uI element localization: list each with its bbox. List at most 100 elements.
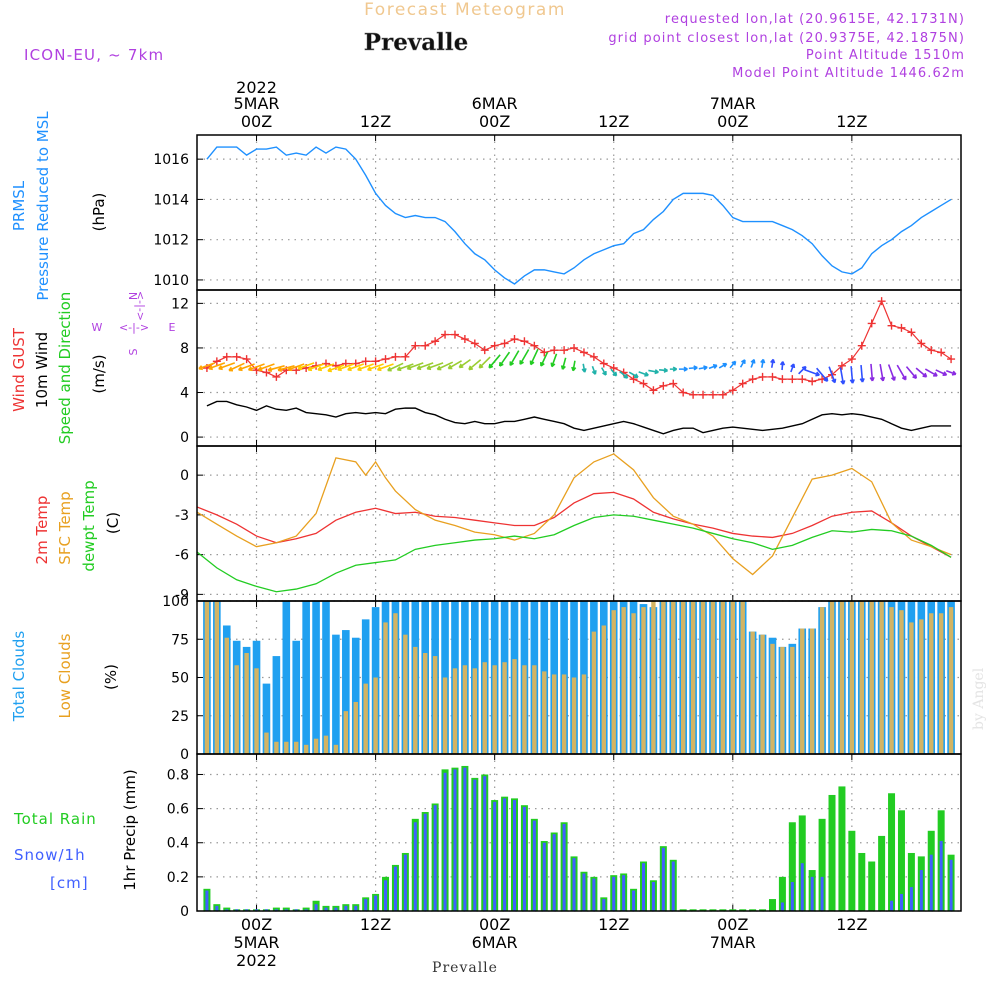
low-cloud-bar — [730, 601, 735, 754]
gust-label: Wind GUST — [10, 327, 28, 412]
low-cloud-bar — [720, 601, 726, 754]
wind-arrow — [896, 364, 907, 381]
wind-arrow — [436, 361, 454, 371]
low-cloud-bar — [284, 741, 289, 754]
low-cloud-bar — [294, 741, 299, 754]
low-cloud-bar — [800, 628, 805, 754]
wind-arrow — [529, 348, 539, 366]
wind-arrow — [228, 362, 245, 372]
low-cloud-bar — [849, 601, 855, 754]
gust-marker — [808, 377, 817, 386]
gust-marker — [391, 352, 400, 361]
low-cloud-bar — [859, 601, 864, 754]
snow-bar — [622, 875, 626, 911]
bottom-axis-label: 5MAR — [234, 933, 280, 952]
snow-bar — [274, 909, 278, 911]
low-cloud-bar — [879, 601, 884, 754]
chart-title: Forecast Meteogram — [364, 0, 566, 20]
low-cloud-bar — [690, 601, 696, 754]
snow-bar — [393, 866, 397, 911]
wind-arrow — [859, 365, 865, 383]
gust-marker — [788, 375, 797, 384]
gust-marker — [649, 386, 658, 395]
top-axis-label: 7MAR — [710, 94, 756, 113]
wind-arrow — [347, 363, 365, 372]
wind-arrow — [468, 359, 482, 371]
low-cloud-bar — [363, 683, 368, 754]
panel-labels: PRMSL Pressure Reduced to MSL (hPa) Wind GU… — [10, 111, 176, 892]
low-cloud-bar — [819, 607, 825, 754]
gust-marker — [500, 339, 509, 348]
low-cloud-bar — [601, 625, 607, 754]
low-cloud-bar — [472, 668, 478, 754]
low-cloud-bar — [442, 677, 448, 754]
wind-arrow — [750, 358, 756, 368]
dewpt-line — [196, 514, 952, 593]
wind-arrow — [198, 362, 216, 371]
low-cloud-bar — [432, 656, 438, 754]
low-cloud-bar — [700, 601, 706, 754]
snow-bar — [344, 905, 348, 911]
wind-arrow — [458, 358, 471, 369]
wind-arrow — [267, 365, 285, 372]
low-cloud-bar — [333, 744, 339, 754]
rain-bar — [739, 909, 747, 911]
wind-arrow — [357, 363, 374, 372]
gust-marker — [589, 352, 598, 361]
top-axis-label: 12Z — [836, 112, 867, 131]
y-tick-label: -6 — [175, 548, 189, 564]
rain-bar — [699, 909, 707, 911]
top-axis-year: 2022 — [236, 78, 277, 97]
gust-marker — [381, 355, 390, 364]
wind-arrow — [804, 369, 820, 377]
y-tick-label: -3 — [175, 508, 189, 524]
y-tick-label: 1012 — [153, 233, 189, 249]
wind-arrow — [718, 362, 728, 369]
wind-arrow — [946, 369, 957, 376]
rain-bar — [729, 909, 737, 911]
snow-bar — [334, 907, 338, 911]
gust-marker — [708, 390, 717, 399]
low-cloud-bar — [651, 601, 656, 754]
wind-unit-label: (m/s) — [90, 354, 108, 393]
gust-marker — [837, 361, 846, 370]
sfc-temp-line — [196, 453, 952, 576]
gust-marker — [689, 390, 698, 399]
wind-arrow — [247, 363, 265, 372]
low-cloud-bar — [839, 601, 845, 754]
low-cloud-bar — [770, 643, 775, 754]
wind-arrow — [257, 363, 275, 372]
bottom-axis-label: 00Z — [717, 915, 748, 934]
low-cloud-bar — [760, 634, 765, 754]
low-cloud-bar — [909, 622, 914, 754]
wind-arrow — [905, 366, 918, 380]
gust-marker — [659, 381, 668, 390]
low-cloud-bar — [780, 646, 785, 754]
snow-bar — [592, 878, 596, 911]
gust-marker — [609, 364, 618, 372]
wind-arrow — [869, 363, 875, 382]
rain-bar — [709, 909, 717, 911]
low-cloud-bar — [204, 601, 210, 754]
snow-bar — [364, 899, 368, 911]
snow-bar — [651, 881, 655, 911]
snow-bar — [255, 909, 259, 911]
wind-arrow — [287, 363, 305, 372]
rain-bar — [907, 852, 915, 911]
snow-bar — [671, 861, 675, 911]
y-tick-label: 0 — [180, 747, 189, 763]
bottom-axis-label: 6MAR — [472, 933, 518, 952]
gust-marker — [778, 375, 787, 384]
snow-bar — [790, 881, 794, 911]
wind-arrow — [698, 365, 708, 371]
wind-arrow — [307, 363, 325, 372]
snow-bar — [403, 854, 407, 911]
gust-marker — [887, 321, 896, 330]
footer-location: Prevalle — [432, 960, 498, 976]
bottom-axis-label: 2022 — [236, 951, 277, 970]
wind-arrow — [600, 367, 607, 376]
gust-marker — [857, 341, 866, 350]
wind-arrow — [387, 362, 404, 372]
rain-bar — [878, 835, 886, 911]
low-cloud-bar — [452, 668, 458, 754]
